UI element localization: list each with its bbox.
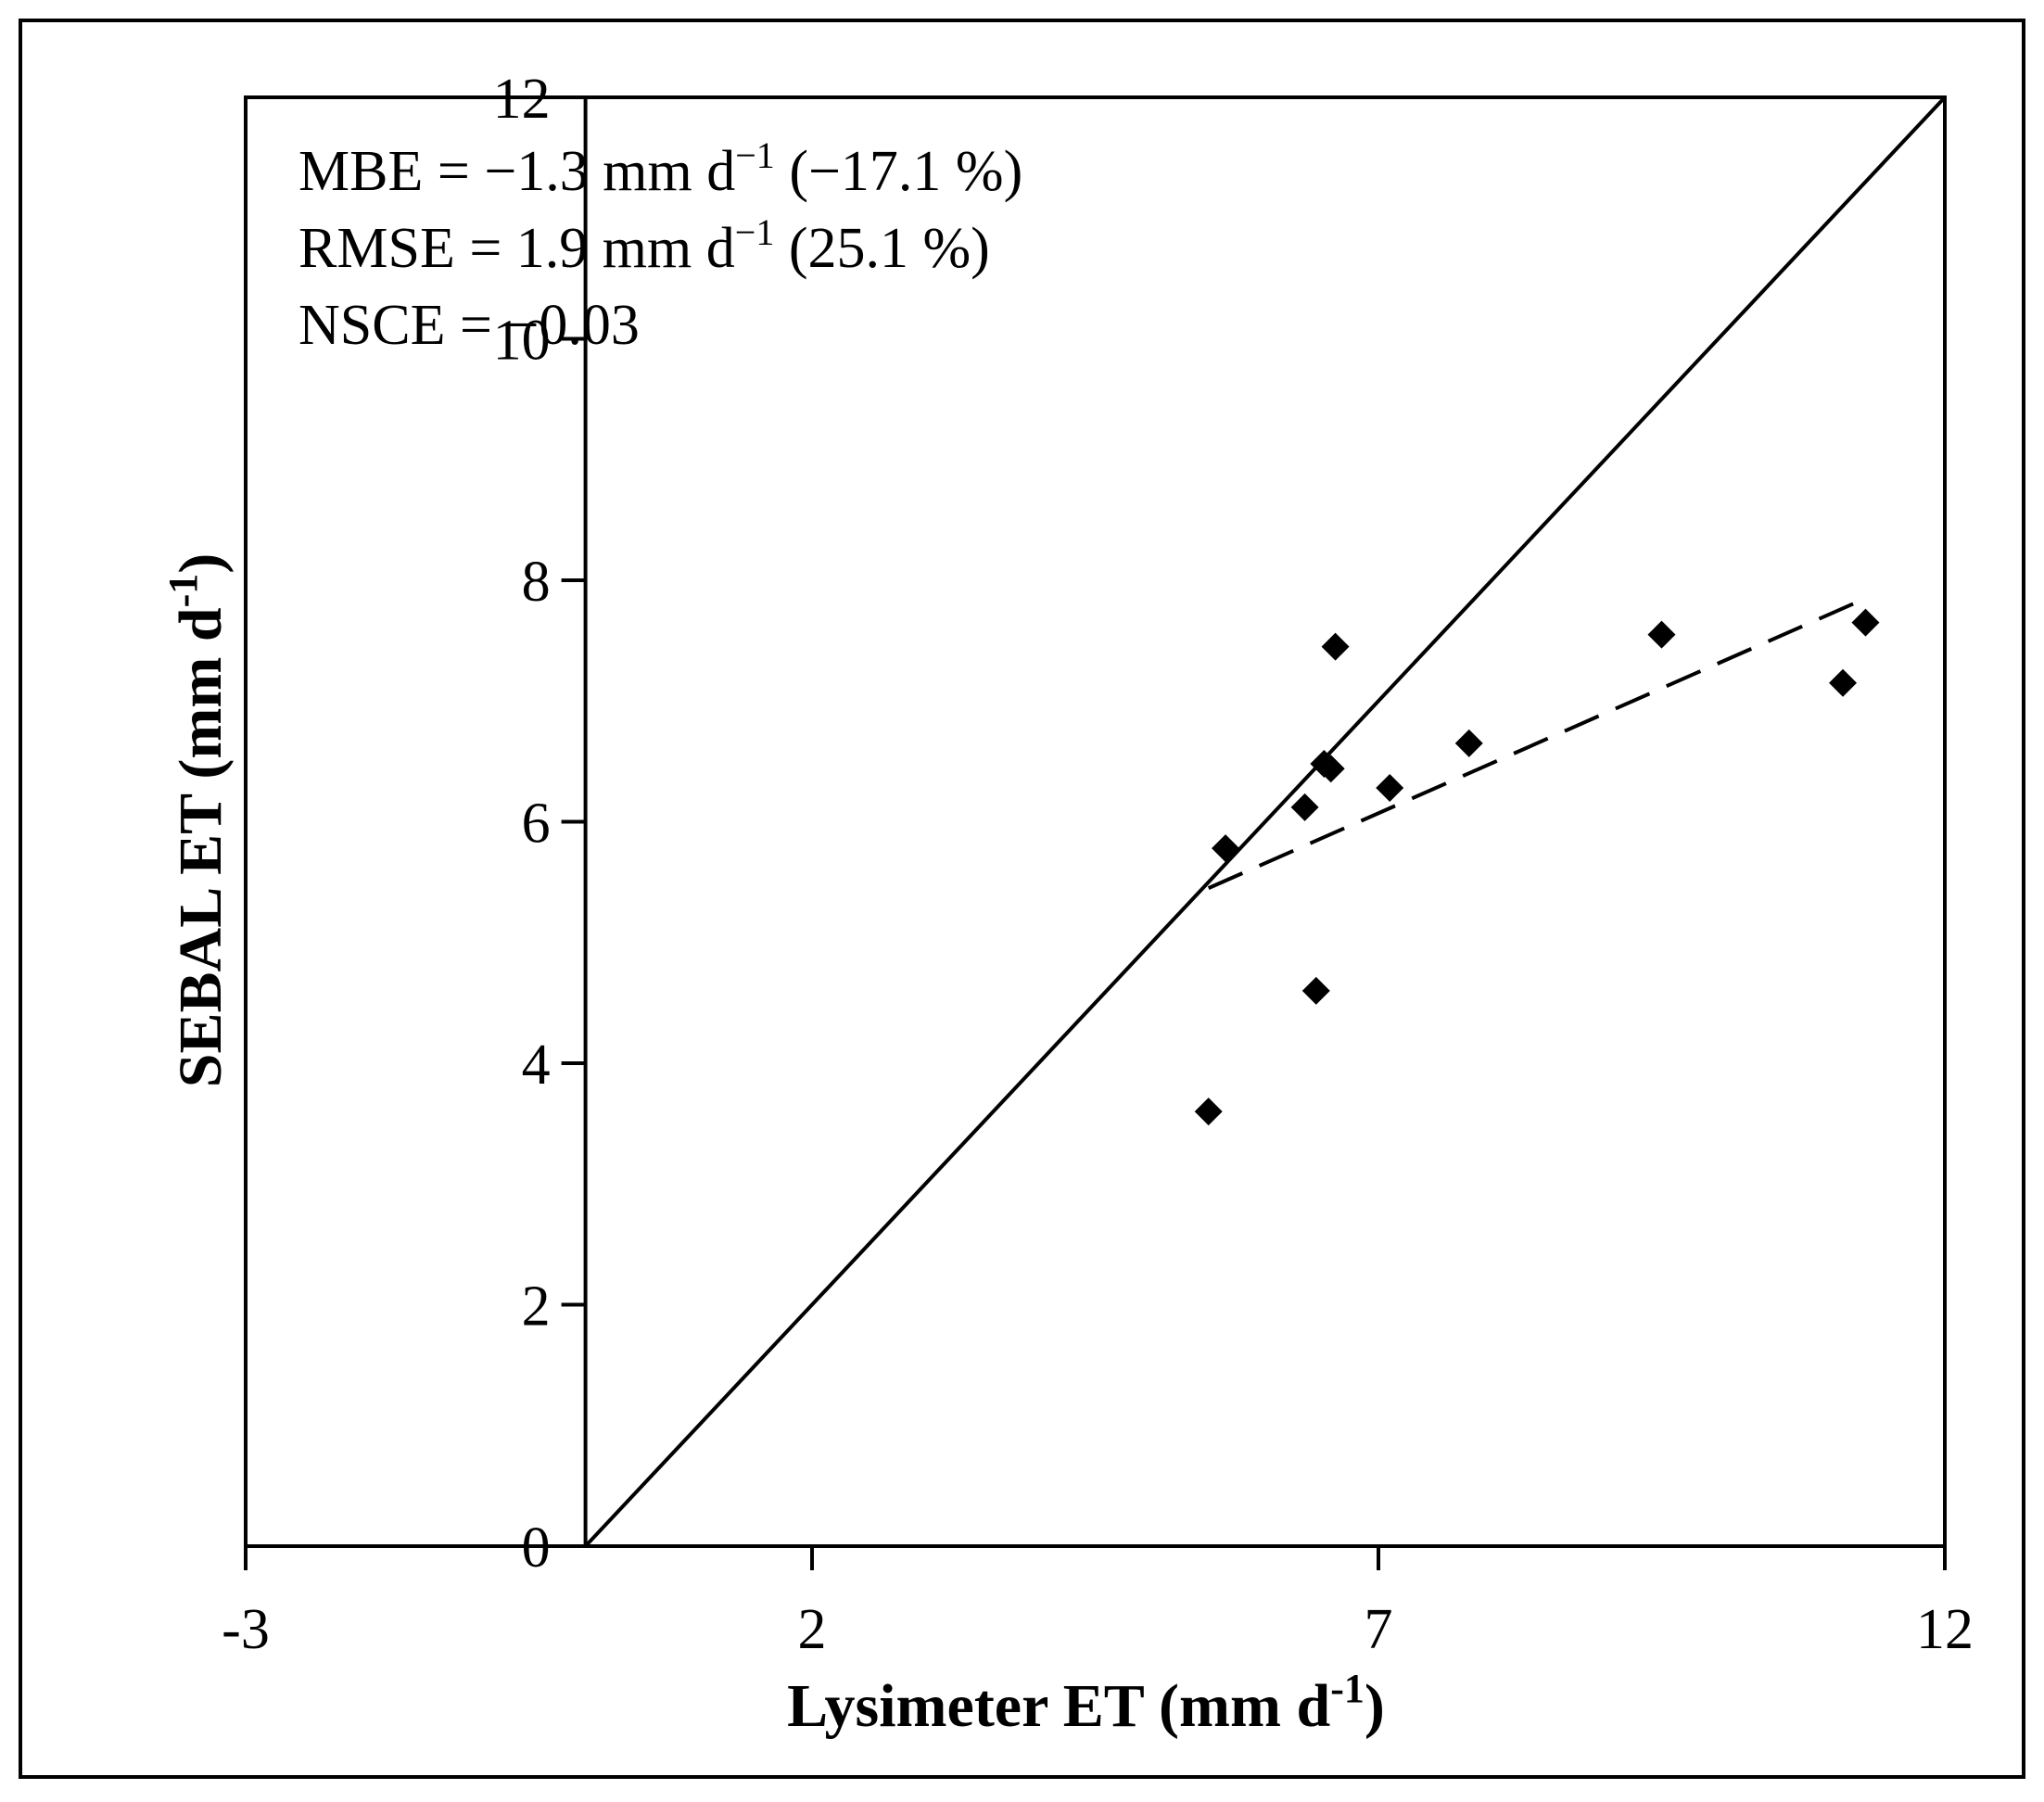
x-tick-label: -3 <box>222 1598 270 1661</box>
stat-annotation: NSCE = −0.03 <box>298 294 640 357</box>
data-point <box>1316 755 1345 783</box>
y-axis-title: SEBAL ET (mm d-1) <box>160 553 235 1087</box>
y-tick-label: 12 <box>493 68 551 131</box>
data-point <box>1301 976 1330 1005</box>
x-tick-label: 7 <box>1365 1598 1393 1661</box>
outer-border <box>19 19 2025 1779</box>
x-axis-title: Lysimeter ET (mm d-1) <box>787 1666 1385 1740</box>
y-tick-label: 4 <box>522 1034 551 1097</box>
y-tick-label: 10 <box>493 310 551 373</box>
data-point <box>1851 608 1880 637</box>
y-tick-label: 0 <box>522 1516 551 1580</box>
plot-area <box>244 95 1947 1570</box>
regression-line <box>1207 596 1867 890</box>
plot-frame <box>244 95 1947 1548</box>
x-tick-label: 2 <box>798 1598 827 1661</box>
data-point <box>1194 1098 1223 1126</box>
data-point <box>1829 668 1858 697</box>
data-point <box>1321 632 1350 661</box>
stat-annotation: MBE = −1.3 mm d−1 (−17.1 %) <box>298 134 1022 203</box>
one-to-one-line <box>584 95 1947 1548</box>
x-tick-label: 12 <box>1916 1598 1974 1661</box>
data-point <box>1212 834 1240 863</box>
y-tick-label: 8 <box>522 551 551 614</box>
stat-annotation: RMSE = 1.9 mm d−1 (25.1 %) <box>298 211 990 280</box>
data-point <box>1647 620 1676 649</box>
y-tick-label: 2 <box>522 1275 551 1339</box>
data-point <box>1290 793 1319 821</box>
chart-marks <box>584 95 1947 1548</box>
y-tick-label: 6 <box>522 793 551 856</box>
data-point <box>1376 774 1404 803</box>
data-point <box>1454 729 1483 757</box>
